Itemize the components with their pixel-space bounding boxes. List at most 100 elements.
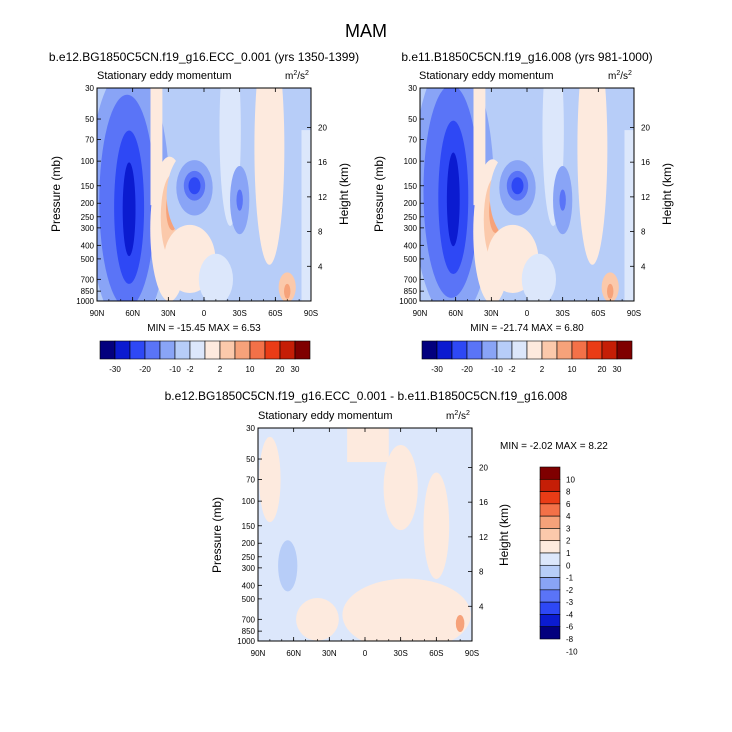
colorbar-swatch: [539, 552, 561, 566]
colorbar-label: 20: [276, 365, 285, 374]
colorbar-swatch: [571, 340, 588, 360]
y-tick-label: 150: [242, 522, 256, 531]
colorbar-swatch: [189, 340, 206, 360]
colorbar-label: 2: [218, 365, 223, 374]
colorbar-swatch: [436, 340, 453, 360]
x-tick-label: 90S: [304, 309, 318, 318]
y-tick-label: 1000: [399, 297, 417, 306]
left-string: Stationary eddy momentum: [97, 70, 232, 82]
contour-region: [473, 88, 486, 206]
y-tick-label: 500: [81, 255, 95, 264]
colorbar-label: -3: [566, 598, 574, 607]
panel-bottom: b.e12.BG1850C5CN.f19_g16.ECC_0.001 - b.e…: [165, 389, 609, 658]
x-tick-label: 90N: [90, 309, 105, 318]
colorbar-label: 1: [566, 549, 571, 558]
stats-label: MIN = -21.74 MAX = 6.80: [470, 323, 584, 334]
panel-top-left: b.e12.BG1850C5CN.f19_g16.ECC_0.001 (yrs …: [49, 50, 359, 374]
x-tick-label: 30N: [161, 309, 176, 318]
x-tick-label: 90S: [627, 309, 641, 318]
y-tick-label: 250: [242, 553, 256, 562]
y2-tick-label: 16: [318, 158, 327, 167]
colorbar-label: 6: [566, 500, 571, 509]
colorbar-label: -10: [566, 647, 578, 656]
contour-region: [446, 152, 460, 247]
colorbar-swatch: [99, 340, 116, 360]
colorbar-swatch: [539, 626, 561, 640]
y-tick-label: 70: [408, 135, 417, 144]
colorbar-label: 2: [540, 365, 545, 374]
colorbar-label: 3: [566, 524, 571, 533]
left-string: Stationary eddy momentum: [419, 70, 554, 82]
colorbar-swatch: [204, 340, 221, 360]
y-tick-label: 500: [404, 255, 418, 264]
x-tick-label: 90N: [413, 309, 428, 318]
y-tick-label: 1000: [76, 297, 94, 306]
y-tick-label: 700: [81, 275, 95, 284]
y2-tick-label: 12: [479, 533, 488, 542]
contour-region: [383, 444, 418, 531]
contour-region: [198, 253, 234, 301]
plot-area: 90N 60N 30N 0 30S 60S 90S 30 50 70 100 150 200 250 300…: [76, 84, 327, 318]
colorbar-label: -2: [186, 365, 194, 374]
colorbar-label: 10: [246, 365, 255, 374]
y-tick-label: 100: [81, 157, 95, 166]
y-tick-label: 200: [242, 539, 256, 548]
colorbar-swatch: [496, 340, 513, 360]
y2-tick-label: 20: [641, 123, 650, 132]
x-tick-label: 30N: [322, 649, 337, 658]
y-axis-label: Pressure (mb): [210, 497, 224, 573]
colorbar-swatch: [541, 340, 558, 360]
y-tick-label: 70: [85, 135, 94, 144]
x-tick-label: 60N: [448, 309, 463, 318]
y-tick-label: 200: [81, 199, 95, 208]
colorbar-label: -2: [566, 586, 574, 595]
units-label: m2/s2: [608, 70, 632, 82]
y-tick-label: 100: [242, 497, 256, 506]
contour-region: [342, 578, 471, 641]
colorbar-swatch: [539, 466, 561, 480]
x-tick-label: 90N: [251, 649, 266, 658]
colorbar-swatch: [556, 340, 573, 360]
colorbar-label: -20: [461, 365, 473, 374]
contour-region: [284, 283, 291, 299]
contour-region: [236, 189, 243, 211]
colorbar-label: -30: [431, 365, 443, 374]
x-tick-label: 30N: [484, 309, 499, 318]
units-label: m2/s2: [285, 70, 309, 82]
y2-axis-label: Height (km): [337, 163, 351, 225]
colorbar-swatch: [234, 340, 251, 360]
colorbar-swatch: [279, 340, 296, 360]
y-tick-label: 850: [81, 287, 95, 296]
colorbar-label: 30: [613, 365, 622, 374]
colorbar-label: 4: [566, 512, 571, 521]
colorbar-swatch: [601, 340, 618, 360]
y2-tick-label: 20: [318, 123, 327, 132]
colorbar-top-right: -30 -20 -10 -2 2 10 20 30: [421, 340, 633, 374]
contour-region: [254, 88, 285, 265]
colorbar-swatch: [129, 340, 146, 360]
y-tick-label: 400: [404, 241, 418, 250]
colorbar-swatch: [539, 528, 561, 542]
contour-region: [150, 88, 163, 206]
colorbar-label: -10: [169, 365, 181, 374]
colorbar-label: 20: [598, 365, 607, 374]
contour-field: [258, 428, 472, 641]
colorbar-label: 8: [566, 488, 571, 497]
y2-tick-label: 20: [479, 463, 488, 472]
contour-region: [511, 177, 524, 195]
y-tick-label: 30: [408, 84, 417, 93]
x-tick-label: 90S: [465, 649, 479, 658]
contour-region: [347, 428, 389, 463]
contour-field: [420, 88, 634, 301]
y2-tick-label: 8: [479, 568, 484, 577]
y-tick-label: 300: [404, 224, 418, 233]
y-tick-label: 250: [404, 213, 418, 222]
y2-tick-label: 16: [641, 158, 650, 167]
y2-tick-label: 4: [641, 262, 646, 271]
y2-tick-label: 4: [318, 262, 323, 271]
y-tick-label: 30: [246, 424, 255, 433]
colorbar-label: -30: [109, 365, 121, 374]
x-tick-label: 0: [525, 309, 530, 318]
colorbar-label: -2: [508, 365, 516, 374]
